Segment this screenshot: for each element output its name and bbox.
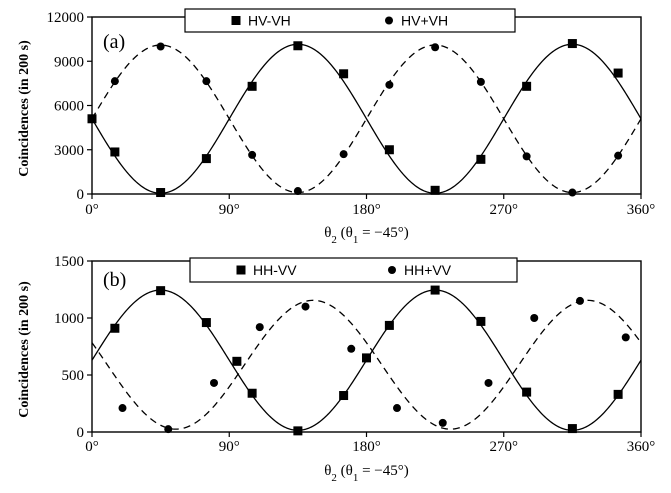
data-point-hhminusvv — [431, 286, 440, 295]
legend-marker-circle — [388, 266, 396, 274]
x-tick-label: 90° — [219, 439, 240, 455]
data-point-hvminusvh — [385, 145, 394, 154]
data-point-hhminusvv — [232, 357, 241, 366]
chart-panel-a: 0 3000 6000 9000 12000 0° 90° 180° 270° 360° θ2 (θ… — [17, 9, 655, 246]
data-point-hhminusvv — [110, 324, 119, 333]
data-point-hhplusvv — [439, 419, 447, 427]
data-point-hhminusvv — [362, 353, 371, 362]
data-point-hhplusvv — [210, 379, 218, 387]
data-point-hhminusvv — [522, 388, 531, 397]
legend-label: HH+VV — [404, 262, 452, 278]
chart-panel-b: 0 500 1000 1500 0° 90° 180° 270° 360° θ2 (θ1 = −4… — [17, 254, 655, 484]
data-point-hvminusvh — [156, 188, 165, 197]
legend: HV-VH HV+VH — [185, 9, 515, 32]
series-line-hhplusvv — [92, 300, 641, 429]
x-axis-label: θ2 (θ1 = −45°) — [324, 463, 409, 484]
plot-frame — [92, 261, 641, 432]
data-point-hhminusvv — [202, 318, 211, 327]
data-point-hvplusvh — [294, 187, 302, 195]
data-point-hhminusvv — [568, 424, 577, 433]
legend: HH-VV HH+VV — [190, 258, 517, 282]
legend-label: HH-VV — [253, 262, 297, 278]
data-point-hhminusvv — [248, 389, 257, 398]
data-point-hhminusvv — [385, 321, 394, 330]
data-point-hhplusvv — [393, 404, 401, 412]
data-point-hhminusvv — [614, 390, 623, 399]
data-point-hhplusvv — [256, 323, 264, 331]
panel-label: (a) — [103, 31, 125, 53]
x-tick-label: 270° — [490, 439, 519, 455]
y-tick-label: 0 — [77, 187, 85, 203]
y-tick-label: 1500 — [54, 254, 84, 270]
y-tick-label: 500 — [62, 368, 85, 384]
data-point-hvminusvh — [339, 69, 348, 78]
y-tick-label: 0 — [77, 425, 85, 441]
data-point-hhplusvv — [119, 404, 127, 412]
legend-marker-square — [237, 266, 246, 275]
data-point-hvplusvh — [385, 81, 393, 89]
data-point-hvplusvh — [157, 43, 165, 51]
data-point-hvminusvh — [522, 82, 531, 91]
data-point-hvminusvh — [431, 186, 440, 195]
y-tick-label: 6000 — [54, 99, 84, 115]
panel-label: (b) — [103, 269, 126, 291]
data-point-hhminusvv — [293, 426, 302, 435]
data-point-hvminusvh — [88, 114, 97, 123]
y-axis-label: Coincidences (in 200 s) — [17, 281, 32, 418]
y-tick-label: 9000 — [54, 54, 84, 70]
data-point-hvplusvh — [340, 150, 348, 158]
data-point-hvminusvh — [614, 69, 623, 78]
data-point-hvminusvh — [248, 82, 257, 91]
x-tick-label: 0° — [85, 202, 99, 218]
data-point-hhminusvv — [476, 317, 485, 326]
x-tick-label: 180° — [352, 439, 381, 455]
x-tick-label: 270° — [490, 202, 519, 218]
data-point-hhplusvv — [347, 345, 355, 353]
y-tick-label: 12000 — [47, 10, 85, 26]
data-point-hhplusvv — [530, 314, 538, 322]
data-point-hhminusvv — [339, 391, 348, 400]
data-point-hvplusvh — [248, 151, 256, 159]
plot-frame — [92, 17, 641, 194]
x-tick-label: 0° — [85, 439, 99, 455]
data-point-hhminusvv — [156, 286, 165, 295]
x-tick-label: 360° — [627, 439, 656, 455]
data-point-hvminusvh — [476, 155, 485, 164]
y-tick-label: 1000 — [54, 311, 84, 327]
data-point-hvminusvh — [293, 41, 302, 50]
legend-marker-square — [232, 16, 241, 25]
data-point-hvplusvh — [111, 77, 119, 85]
data-point-hvminusvh — [202, 154, 211, 163]
data-point-hvplusvh — [614, 152, 622, 160]
data-point-hhplusvv — [622, 333, 630, 341]
y-axis-label: Coincidences (in 200 s) — [17, 40, 32, 177]
x-tick-label: 90° — [219, 202, 240, 218]
y-tick-label: 3000 — [54, 143, 84, 159]
data-point-hvminusvh — [110, 147, 119, 156]
legend-marker-circle — [385, 17, 393, 25]
series-line-hvminusvh — [92, 44, 641, 193]
legend-label: HV-VH — [248, 13, 291, 29]
data-point-hhplusvv — [576, 297, 584, 305]
data-point-hvplusvh — [477, 78, 485, 86]
data-point-hhplusvv — [485, 379, 493, 387]
x-tick-label: 360° — [627, 202, 656, 218]
x-axis-label: θ2 (θ1 = −45°) — [324, 225, 409, 246]
data-point-hvplusvh — [202, 77, 210, 85]
data-point-hvplusvh — [523, 152, 531, 160]
data-point-hhplusvv — [302, 303, 310, 311]
data-point-hhplusvv — [164, 425, 172, 433]
data-point-hvminusvh — [568, 39, 577, 48]
data-point-hvplusvh — [568, 189, 576, 197]
x-tick-label: 180° — [352, 202, 381, 218]
data-point-hvplusvh — [431, 43, 439, 51]
legend-label: HV+VH — [401, 13, 448, 29]
